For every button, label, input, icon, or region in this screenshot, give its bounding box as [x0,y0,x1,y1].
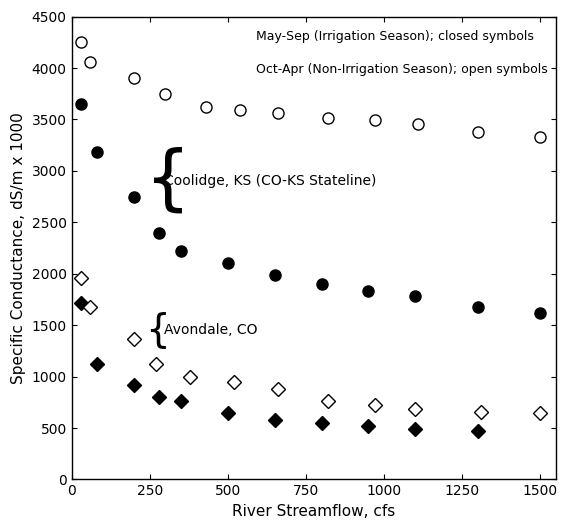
Text: May-Sep (Irrigation Season); closed symbols: May-Sep (Irrigation Season); closed symb… [256,31,534,43]
Text: Coolidge, KS (CO-KS Stateline): Coolidge, KS (CO-KS Stateline) [164,174,376,188]
Text: Avondale, CO: Avondale, CO [164,323,258,337]
X-axis label: River Streamflow, cfs: River Streamflow, cfs [232,504,396,519]
Text: {: { [145,147,191,216]
Text: {: { [145,311,170,349]
Text: Oct-Apr (Non-Irrigation Season); open symbols: Oct-Apr (Non-Irrigation Season); open sy… [256,63,548,76]
Y-axis label: Specific Conductance, dS/m x 1000: Specific Conductance, dS/m x 1000 [11,112,26,384]
